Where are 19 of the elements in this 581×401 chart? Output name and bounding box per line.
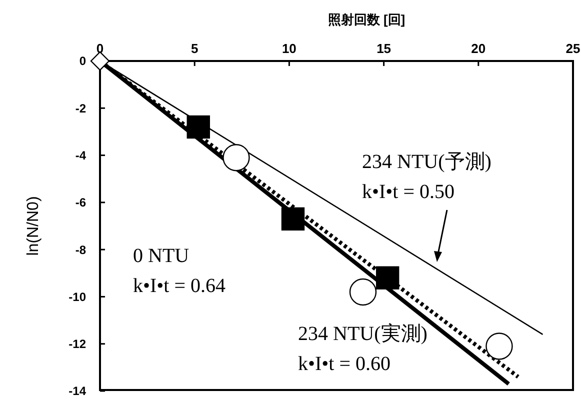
y-tick-label: -8: [75, 242, 86, 257]
y-tick-label: -4: [75, 148, 86, 162]
x-tick-label: 15: [376, 41, 392, 56]
y-axis-title: ln(N/N0): [25, 196, 42, 256]
x-tick-label: 0: [96, 41, 104, 56]
y-tick-label: -14: [68, 384, 86, 398]
x-axis-title: 照射回数 [回]: [328, 12, 406, 27]
x-tick-label: 25: [566, 41, 580, 56]
x-tick-label: 10: [282, 41, 296, 56]
y-tick-label: -2: [75, 101, 86, 116]
annotation: 234 NTU(実測) k•I•t = 0.60: [298, 322, 428, 375]
y-tick-label: -10: [68, 290, 86, 304]
x-tick-label: 20: [471, 41, 486, 56]
annotation: 234 NTU(予測) k•I•t = 0.50: [362, 151, 492, 203]
y-tick-label: -12: [68, 337, 86, 352]
y-tick-label: 0: [79, 54, 86, 68]
y-tick-label: -6: [75, 196, 86, 210]
annotation: 0 NTU k•I•t = 0.64: [133, 245, 226, 297]
x-tick-label: 5: [190, 41, 198, 56]
